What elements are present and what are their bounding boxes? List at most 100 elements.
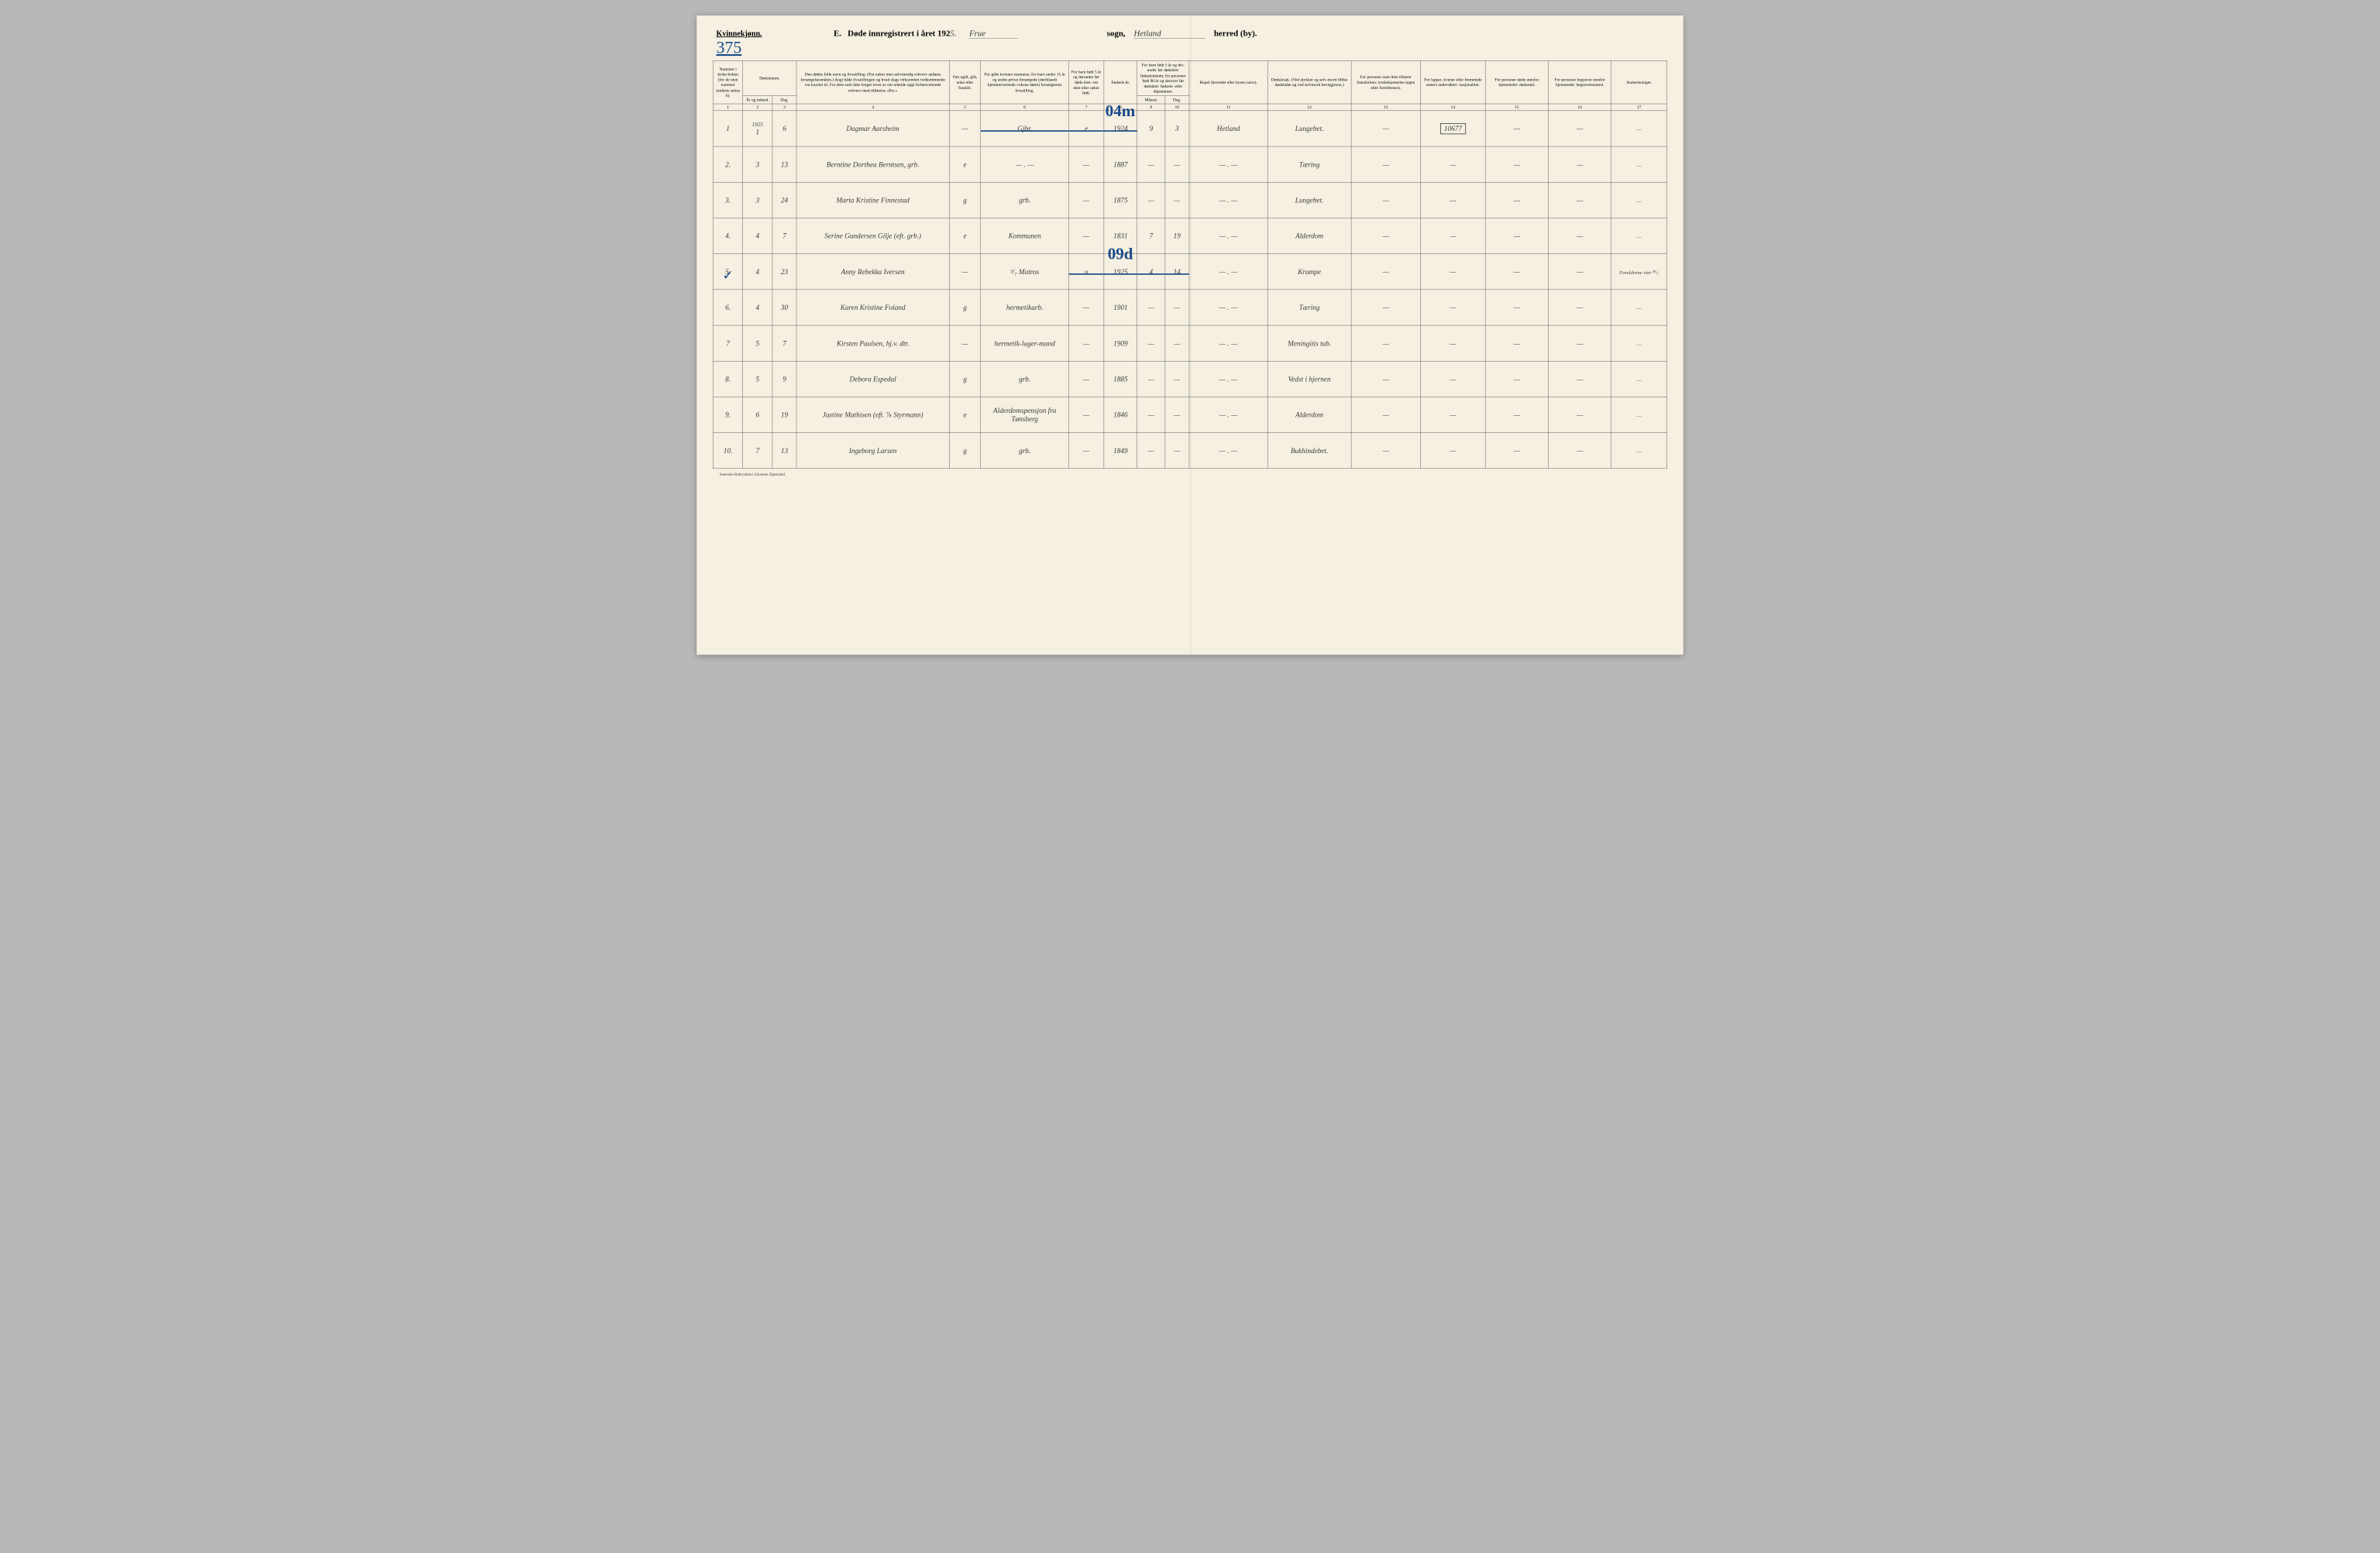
col-header-4: Den dødes fulle navn og livsstilling. (F… bbox=[796, 61, 949, 104]
legitimacy: — bbox=[1068, 433, 1103, 469]
death-place: — bbox=[1485, 182, 1548, 218]
table-row: 9.619Justine Mathisen (eft. ⅞ Styrmann)e… bbox=[713, 397, 1666, 432]
name: Dagmar Aarsheim bbox=[796, 111, 949, 146]
gender-label: Kvinnekjønn. bbox=[716, 29, 762, 38]
page-number: 375 bbox=[716, 38, 762, 57]
birth-year: 1885 bbox=[1104, 361, 1137, 397]
column-number: 6 bbox=[981, 104, 1069, 111]
death-place: — bbox=[1485, 254, 1548, 290]
residence: — . — bbox=[1189, 146, 1268, 182]
birth-month: 4 bbox=[1137, 254, 1165, 290]
remarks: Foreldrene viet ²⁹/₇ bbox=[1611, 254, 1667, 290]
residence: — . — bbox=[1189, 397, 1268, 432]
birth-day: — bbox=[1165, 397, 1189, 432]
year-suffix: 5. bbox=[950, 29, 956, 38]
district-value: Hetland bbox=[1134, 29, 1205, 39]
death-day: 24 bbox=[772, 182, 796, 218]
name: Kirsten Paulsen, hj.v. dtr. bbox=[796, 325, 949, 361]
nationality: — bbox=[1421, 254, 1486, 290]
column-number: 9 bbox=[1137, 104, 1165, 111]
civil-status: e bbox=[949, 397, 981, 432]
page-header: Kvinnekjønn. 375 E. Døde innregistrert i… bbox=[713, 29, 1666, 57]
nationality: — bbox=[1421, 397, 1486, 432]
death-day: 30 bbox=[772, 290, 796, 325]
remarks: — bbox=[1611, 218, 1667, 253]
col-header-10: Dag. bbox=[1165, 95, 1189, 104]
remarks: — bbox=[1611, 182, 1667, 218]
nationality: 10677 bbox=[1421, 111, 1486, 146]
table-row: 10.713Ingeborg Larsenggrb.—1849——— . —Bu… bbox=[713, 433, 1666, 469]
death-month: 19251 bbox=[743, 111, 772, 146]
column-number: 10 bbox=[1165, 104, 1189, 111]
remarks: — bbox=[1611, 290, 1667, 325]
cause-of-death: Alderdom bbox=[1267, 218, 1351, 253]
birth-day: — bbox=[1165, 146, 1189, 182]
faith: — bbox=[1351, 290, 1421, 325]
row-number: ✓5. bbox=[713, 254, 742, 290]
name: Ingeborg Larsen bbox=[796, 433, 949, 469]
col-header-15: For personer døde utenfor hjemstedet: dø… bbox=[1485, 61, 1548, 104]
col-header-3: Dag. bbox=[772, 95, 796, 104]
faith: — bbox=[1351, 325, 1421, 361]
table-row: 4.47Serine Gundersen Gilje (eft. grb.)eK… bbox=[713, 218, 1666, 253]
residence: Hetland bbox=[1189, 111, 1268, 146]
cause-of-death: Vedst i hjernen bbox=[1267, 361, 1351, 397]
residence: — . — bbox=[1189, 254, 1268, 290]
row-number: 6. bbox=[713, 290, 742, 325]
row-number: 1 bbox=[713, 111, 742, 146]
birth-month: — bbox=[1137, 361, 1165, 397]
table-row: 6.430Karen Kristine Folandghermetikarb.—… bbox=[713, 290, 1666, 325]
name: Berntine Dorthea Berntsen, grb. bbox=[796, 146, 949, 182]
birth-month: — bbox=[1137, 146, 1165, 182]
birth-month: — bbox=[1137, 290, 1165, 325]
civil-status: — bbox=[949, 325, 981, 361]
burial-place: — bbox=[1548, 254, 1611, 290]
col-header-16: For personer begravet utenfor hjemstedet… bbox=[1548, 61, 1611, 104]
birth-year: 1909 bbox=[1104, 325, 1137, 361]
civil-status: e bbox=[949, 218, 981, 253]
column-number: 16 bbox=[1548, 104, 1611, 111]
name: Karen Kristine Foland bbox=[796, 290, 949, 325]
legitimacy: — bbox=[1068, 182, 1103, 218]
birth-day: 14 bbox=[1165, 254, 1189, 290]
table-row: 757Kirsten Paulsen, hj.v. dtr.—hermetik-… bbox=[713, 325, 1666, 361]
row-number: 9. bbox=[713, 397, 742, 432]
remarks: — bbox=[1611, 397, 1667, 432]
nationality: — bbox=[1421, 433, 1486, 469]
ledger-table: Nummer i kirke-boken (for de uten nummer… bbox=[713, 60, 1666, 469]
table-head: Nummer i kirke-boken (for de uten nummer… bbox=[713, 61, 1666, 111]
col-header-6: For gifte kvinner mannens; for barn unde… bbox=[981, 61, 1069, 104]
death-place: — bbox=[1485, 361, 1548, 397]
death-day: 7 bbox=[772, 218, 796, 253]
table-row: ✓5.423Anny Rebekka Iversen—³/₇ Matrosu19… bbox=[713, 254, 1666, 290]
residence: — . — bbox=[1189, 361, 1268, 397]
burial-place: — bbox=[1548, 325, 1611, 361]
col-header-8: Fødsels-år. bbox=[1104, 61, 1137, 104]
faith: — bbox=[1351, 218, 1421, 253]
birth-month: 9 bbox=[1137, 111, 1165, 146]
row-number: 4. bbox=[713, 218, 742, 253]
check-mark: ✓ bbox=[722, 267, 733, 283]
faith: — bbox=[1351, 397, 1421, 432]
death-day: 7 bbox=[772, 325, 796, 361]
table-body: 1192516Dagmar Aarsheim—Gjbr.e192404m93He… bbox=[713, 111, 1666, 469]
nationality: — bbox=[1421, 361, 1486, 397]
death-month: 3 bbox=[743, 182, 772, 218]
legitimacy: e bbox=[1068, 111, 1103, 146]
col-header-11: Bopel (herredet eller byens navn). bbox=[1189, 61, 1268, 104]
faith: — bbox=[1351, 182, 1421, 218]
burial-place: — bbox=[1548, 182, 1611, 218]
name: Marta Kristine Finnestad bbox=[796, 182, 949, 218]
faith: — bbox=[1351, 433, 1421, 469]
cause-of-death: Tæring bbox=[1267, 146, 1351, 182]
burial-place: — bbox=[1548, 218, 1611, 253]
nationality: — bbox=[1421, 290, 1486, 325]
death-day: 13 bbox=[772, 146, 796, 182]
printer-imprint: Steenske Boktrykkeri Johannes Bjørnstad. bbox=[713, 472, 1666, 476]
column-number: 4 bbox=[796, 104, 949, 111]
death-place: — bbox=[1485, 325, 1548, 361]
birth-year: 1887 bbox=[1104, 146, 1137, 182]
row-number: 10. bbox=[713, 433, 742, 469]
column-number: 3 bbox=[772, 104, 796, 111]
birth-month: — bbox=[1137, 433, 1165, 469]
